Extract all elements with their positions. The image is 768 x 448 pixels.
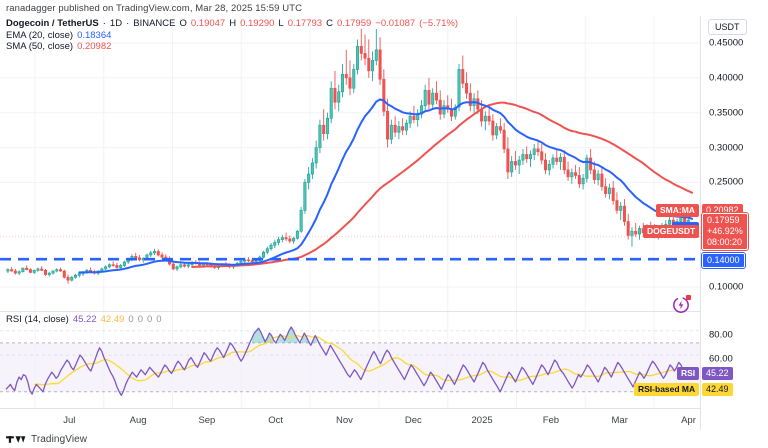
rsi-plot-svg (0, 312, 700, 408)
current-countdown: 08:00:20 (707, 237, 743, 248)
time-tick-2: Sep (198, 415, 216, 426)
rsi-axis[interactable]: 80.00 60.00 45.22 42.49 (700, 312, 768, 408)
current-price-value: 0.17959 (707, 215, 740, 226)
footer-branding[interactable]: TradingView (0, 430, 768, 448)
price-tick-1: 0.40000 (709, 72, 744, 84)
current-price-percent: +46.92% (707, 226, 743, 237)
current-price-tag[interactable]: 0.17959 +46.92% 08:00:20 (702, 213, 748, 251)
rsi-tick-0: 80.00 (709, 329, 733, 341)
price-tick-2: 0.35000 (709, 107, 744, 119)
publisher-text: ranadagger published on TradingView.com,… (6, 2, 303, 14)
time-tick-8: Mar (611, 415, 628, 426)
price-chart-pane[interactable] (0, 16, 700, 312)
time-tick-5: Dec (404, 415, 422, 426)
price-plot-svg (0, 16, 700, 311)
time-tick-4: Nov (336, 415, 353, 426)
rsi-value-tag[interactable]: 45.22 (702, 367, 733, 381)
tradingview-wordmark: TradingView (31, 433, 88, 445)
sma-series-plate[interactable]: SMA:MA (656, 203, 699, 217)
notification-dot-icon (686, 295, 691, 300)
time-tick-0: Jul (63, 415, 76, 426)
price-tick-5: 0.10000 (709, 281, 744, 293)
rsi-chart-pane[interactable] (0, 312, 700, 408)
rsi-tick-1: 60.00 (709, 353, 733, 365)
price-tick-4: 0.25000 (709, 176, 744, 188)
time-tick-7: Feb (542, 415, 560, 426)
rsi-ma-series-plate[interactable]: RSI-based MA (634, 382, 700, 396)
time-tick-6: 2025 (471, 415, 493, 426)
rsi-series-plate[interactable]: RSI (677, 367, 700, 381)
price-axis[interactable]: USDT 0.45000 0.40000 0.35000 0.30000 0.2… (700, 16, 768, 312)
time-tick-1: Aug (129, 415, 147, 426)
alert-flash-icon[interactable] (672, 295, 691, 314)
time-axis[interactable]: Jul Aug Sep Oct Nov Dec 2025 Feb Mar Apr (0, 408, 768, 430)
price-tick-0: 0.45000 (709, 37, 744, 49)
axis-corner (700, 408, 768, 430)
time-tick-3: Oct (268, 415, 284, 426)
level-price-tag[interactable]: 0.14000 (702, 252, 745, 268)
price-tick-3: 0.30000 (709, 142, 744, 154)
currency-unit-chip: USDT (708, 19, 747, 35)
flash-circle-icon (673, 297, 689, 313)
tradingview-logo-icon (6, 435, 26, 443)
publisher-bar: ranadagger published on TradingView.com,… (0, 0, 768, 16)
symbol-series-plate[interactable]: DOGEUSDT (643, 225, 700, 239)
time-tick-9: Apr (681, 415, 696, 426)
rsi-ma-value-tag[interactable]: 42.49 (702, 382, 733, 396)
